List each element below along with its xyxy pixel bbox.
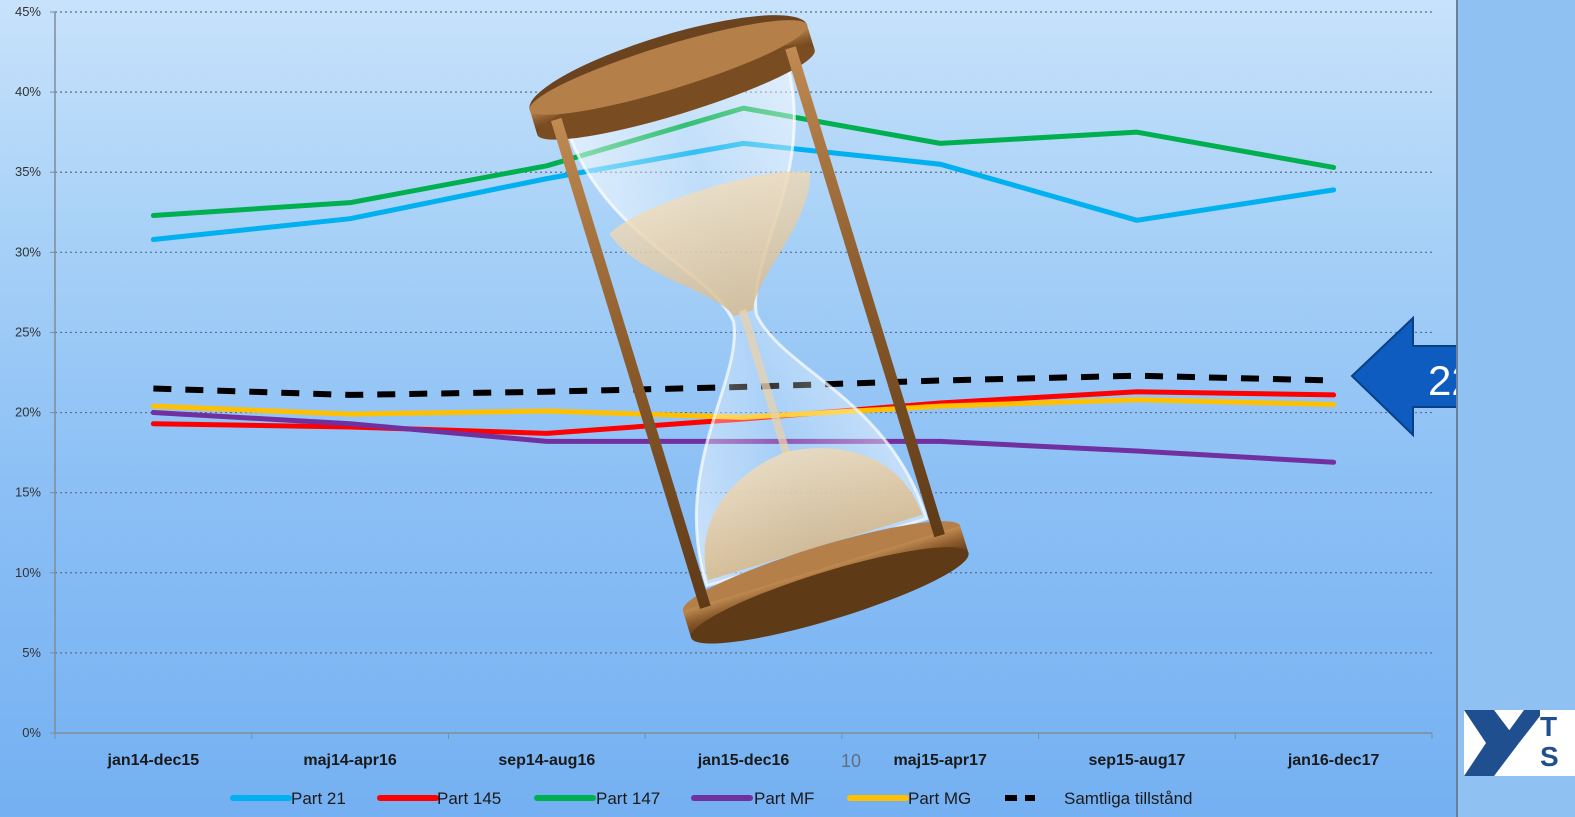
y-axis-tick-labels: 0% 5% 10% 15% 20% 25% 30% 35% 40% 45% bbox=[15, 4, 41, 740]
axes bbox=[50, 11, 1433, 739]
legend-label: Part 21 bbox=[291, 789, 346, 808]
x-category-label: sep14-aug16 bbox=[498, 752, 595, 769]
legend: Part 21 Part 145 Part 147 Part MF Part MG Sam… bbox=[230, 789, 1193, 808]
y-tick-label: 35% bbox=[15, 164, 41, 179]
legend-label: Part 147 bbox=[596, 789, 660, 808]
right-side-panel bbox=[1456, 0, 1575, 817]
hourglass-image bbox=[529, 15, 969, 644]
y-tick-label: 5% bbox=[22, 645, 41, 660]
x-category-label: maj14-apr16 bbox=[303, 752, 396, 769]
x-category-label: jan16-dec17 bbox=[1287, 752, 1380, 769]
y-tick-label: 10% bbox=[15, 565, 41, 580]
legend-label: Part 145 bbox=[437, 789, 501, 808]
logo-mark-icon bbox=[1464, 710, 1540, 776]
y-tick-label: 40% bbox=[15, 84, 41, 99]
y-tick-label: 0% bbox=[22, 725, 41, 740]
x-category-label: sep15-aug17 bbox=[1088, 752, 1185, 769]
legend-label: Part MF bbox=[754, 789, 814, 808]
y-tick-label: 20% bbox=[15, 405, 41, 420]
x-category-label: jan15-dec16 bbox=[697, 752, 790, 769]
x-category-label: maj15-apr17 bbox=[894, 752, 987, 769]
legend-label: Samtliga tillstånd bbox=[1064, 789, 1193, 808]
page-number: 10 bbox=[841, 751, 861, 771]
y-tick-label: 15% bbox=[15, 485, 41, 500]
logo-text: T S bbox=[1540, 712, 1559, 772]
logo bbox=[1464, 710, 1575, 776]
legend-label: Part MG bbox=[908, 789, 971, 808]
logo-text-line1: T bbox=[1540, 711, 1558, 742]
y-tick-label: 30% bbox=[15, 244, 41, 259]
x-axis-category-labels: jan14-dec15 maj14-apr16 sep14-aug16 jan15-d… bbox=[107, 752, 1380, 769]
y-tick-label: 25% bbox=[15, 324, 41, 339]
logo-text-line2: S bbox=[1540, 741, 1559, 772]
x-category-label: jan14-dec15 bbox=[107, 752, 200, 769]
y-tick-label: 45% bbox=[15, 4, 41, 19]
